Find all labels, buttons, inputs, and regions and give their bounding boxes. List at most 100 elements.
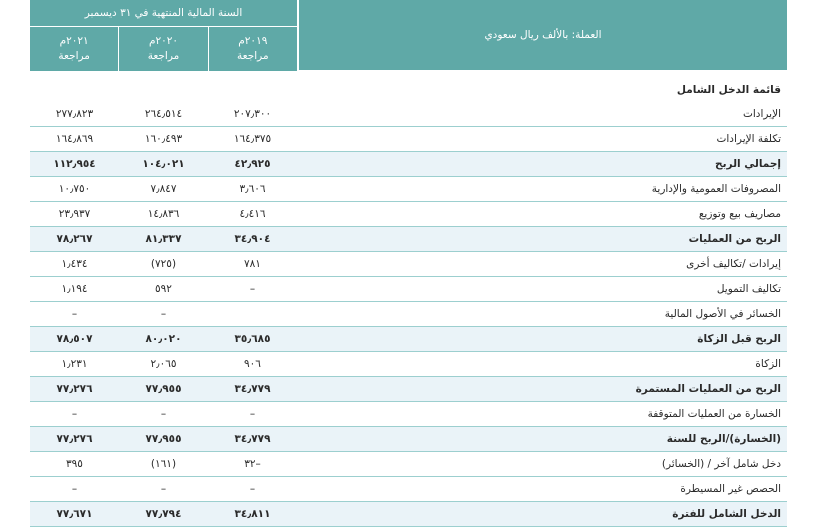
- value-2021: –: [30, 401, 119, 427]
- table-row: ٢٣٫٩٣٧ ١٤٫٨٣٦ ٤٫٤١٦ مصاريف بيع وتوزيع: [30, 201, 787, 227]
- value-2021: –: [30, 476, 119, 502]
- year-header-2020: ٢٠٢٠م مراجعة: [118, 27, 208, 71]
- value-2021: ١٦٤٫٨٦٩: [30, 126, 119, 152]
- table-row: ١٠٫٧٥٠ ٧٫٨٤٧ ٣٫٦٠٦ المصروفات العمومية وا…: [30, 176, 787, 202]
- table-row: – – – الخسارة من العمليات المتوقفة: [30, 401, 787, 427]
- year-columns: ٢٠٢١م مراجعة ٢٠٢٠م مراجعة ٢٠١٩م مراجعة: [30, 27, 297, 71]
- value-2020: ١٠٤٫٠٢١: [119, 151, 208, 177]
- row-label: الإيرادات: [297, 102, 787, 127]
- value-2019: ٣٤٫٧٧٩: [208, 426, 297, 452]
- value-2020: ٢٫٠٦٥: [119, 351, 208, 377]
- row-label: الخسائر في الأصول المالية: [297, 301, 787, 327]
- value-2020: –: [119, 476, 208, 502]
- table-row: ١١٢٫٩٥٤ ١٠٤٫٠٢١ ٤٢٫٩٢٥ إجمالي الربح: [30, 151, 787, 177]
- value-2019: ٣٤٫٨١١: [208, 501, 297, 527]
- table-row: ١٦٤٫٨٦٩ ١٦٠٫٤٩٣ ١٦٤٫٣٧٥ تكلفة الإيرادات: [30, 126, 787, 152]
- value-2020: (٧٢٥): [119, 251, 208, 277]
- period-title: السنة المالية المنتهية في ٣١ ديسمبر: [30, 0, 297, 27]
- section-row: قائمة الدخل الشامل: [30, 78, 787, 102]
- table-row: ٧٧٫٢٧٦ ٧٧٫٩٥٥ ٣٤٫٧٧٩ (الخسارة)/الربح للس…: [30, 426, 787, 452]
- value-2020: (١٦١): [119, 451, 208, 477]
- value-2020: ٥٩٢: [119, 276, 208, 302]
- audit-note: مراجعة: [237, 50, 269, 62]
- table-row: – – – الحصص غير المسيطرة: [30, 476, 787, 502]
- table-row: ٣٩٥ (١٦١) ٣٢– دخل شامل آخر / (الخسائر): [30, 451, 787, 477]
- value-2019: ٣٫٦٠٦: [208, 176, 297, 202]
- value-2021: ٧٨٫٢٦٧: [30, 226, 119, 252]
- period-group: السنة المالية المنتهية في ٣١ ديسمبر ٢٠٢١…: [30, 0, 297, 71]
- value-2019: ٢٠٧٫٣٠٠: [208, 102, 297, 127]
- row-label: مصاريف بيع وتوزيع: [297, 201, 787, 227]
- value-2020: ٧٧٫٩٥٥: [119, 376, 208, 402]
- value-2020: ٢٦٤٫٥١٤: [119, 102, 208, 127]
- value-2019: ١٦٤٫٣٧٥: [208, 126, 297, 152]
- value-2020: ١٦٠٫٤٩٣: [119, 126, 208, 152]
- row-label: إيرادات /تكاليف أخرى: [297, 251, 787, 277]
- year-label: ٢٠١٩م: [238, 35, 268, 47]
- value-2019: ٣٤٫٩٠٤: [208, 226, 297, 252]
- audit-note: مراجعة: [58, 50, 90, 62]
- value-2019: –: [208, 401, 297, 427]
- value-2021: ٧٧٫٢٧٦: [30, 376, 119, 402]
- year-label: ٢٠٢٠م: [148, 35, 179, 47]
- value-2021: ١٫٢٣١: [30, 351, 119, 377]
- table-row: ٧٨٫٢٦٧ ٨١٫٣٣٧ ٣٤٫٩٠٤ الربح من العمليات: [30, 226, 787, 252]
- table-row: ٧٧٫٦٧١ ٧٧٫٧٩٤ ٣٤٫٨١١ الدخل الشامل للفترة: [30, 501, 787, 527]
- audit-note: مراجعة: [147, 50, 180, 62]
- income-statement: العملة: بالألف ريال سعودي السنة المالية …: [30, 0, 787, 527]
- table-header: العملة: بالألف ريال سعودي السنة المالية …: [30, 0, 787, 71]
- value-2019: ٣٢–: [208, 451, 297, 477]
- row-label: تكلفة الإيرادات: [297, 126, 787, 152]
- section-title: قائمة الدخل الشامل: [676, 84, 781, 96]
- row-label: تكاليف التمويل: [297, 276, 787, 302]
- value-2020: ٧٧٫٧٩٤: [119, 501, 208, 527]
- value-2020: ١٤٫٨٣٦: [119, 201, 208, 227]
- value-2021: ٧٨٫٥٠٧: [30, 326, 119, 352]
- row-label: إجمالي الربح: [297, 151, 787, 177]
- value-2021: ١٫٤٣٤: [30, 251, 119, 277]
- value-2021: ٧٧٫٦٧١: [30, 501, 119, 527]
- table-row: ١٫١٩٤ ٥٩٢ – تكاليف التمويل: [30, 276, 787, 302]
- value-2021: ٢٧٧٫٨٢٣: [30, 102, 119, 127]
- value-2021: ١٠٫٧٥٠: [30, 176, 119, 202]
- statement-table: قائمة الدخل الشامل ٢٧٧٫٨٢٣ ٢٦٤٫٥١٤ ٢٠٧٫٣…: [30, 71, 787, 527]
- value-2020: –: [119, 301, 208, 327]
- value-2019: ٩٠٦: [208, 351, 297, 377]
- row-label: الخسارة من العمليات المتوقفة: [297, 401, 787, 427]
- table-row: ٧٨٫٥٠٧ ٨٠٫٠٢٠ ٣٥٫٦٨٥ الربح قبل الزكاة: [30, 326, 787, 352]
- value-2019: ٤٫٤١٦: [208, 201, 297, 227]
- row-label: الربح من العمليات المستمرة: [297, 376, 787, 402]
- table-row: ١٫٤٣٤ (٧٢٥) ٧٨١ إيرادات /تكاليف أخرى: [30, 251, 787, 277]
- table-row: ٢٧٧٫٨٢٣ ٢٦٤٫٥١٤ ٢٠٧٫٣٠٠ الإيرادات: [30, 102, 787, 127]
- value-2019: [208, 301, 297, 327]
- value-2019: ٣٤٫٧٧٩: [208, 376, 297, 402]
- row-label: المصروفات العمومية والإدارية: [297, 176, 787, 202]
- row-label: الحصص غير المسيطرة: [297, 476, 787, 502]
- value-2020: –: [119, 401, 208, 427]
- value-2019: ٤٢٫٩٢٥: [208, 151, 297, 177]
- year-header-2021: ٢٠٢١م مراجعة: [30, 27, 119, 71]
- row-label: الدخل الشامل للفترة: [297, 501, 787, 527]
- value-2021: ٧٧٫٢٧٦: [30, 426, 119, 452]
- value-2019: –: [208, 476, 297, 502]
- value-2019: ٣٥٫٦٨٥: [208, 326, 297, 352]
- value-2021: ٣٩٥: [30, 451, 119, 477]
- value-2020: ٧٧٫٩٥٥: [119, 426, 208, 452]
- row-label: الربح من العمليات: [297, 226, 787, 252]
- value-2019: ٧٨١: [208, 251, 297, 277]
- year-header-2019: ٢٠١٩م مراجعة: [207, 27, 297, 71]
- value-2020: ٨١٫٣٣٧: [119, 226, 208, 252]
- value-2021: –: [30, 301, 119, 327]
- row-label: الزكاة: [297, 351, 787, 377]
- value-2021: ١١٢٫٩٥٤: [30, 151, 119, 177]
- table-row: – – الخسائر في الأصول المالية: [30, 301, 787, 327]
- value-2021: ٢٣٫٩٣٧: [30, 201, 119, 227]
- spacer-row: [30, 71, 787, 78]
- value-2019: –: [208, 276, 297, 302]
- value-2020: ٧٫٨٤٧: [119, 176, 208, 202]
- table-row: ٧٧٫٢٧٦ ٧٧٫٩٥٥ ٣٤٫٧٧٩ الربح من العمليات ا…: [30, 376, 787, 402]
- row-label: دخل شامل آخر / (الخسائر): [297, 451, 787, 477]
- row-label: الربح قبل الزكاة: [297, 326, 787, 352]
- value-2020: ٨٠٫٠٢٠: [119, 326, 208, 352]
- table-row: ١٫٢٣١ ٢٫٠٦٥ ٩٠٦ الزكاة: [30, 351, 787, 377]
